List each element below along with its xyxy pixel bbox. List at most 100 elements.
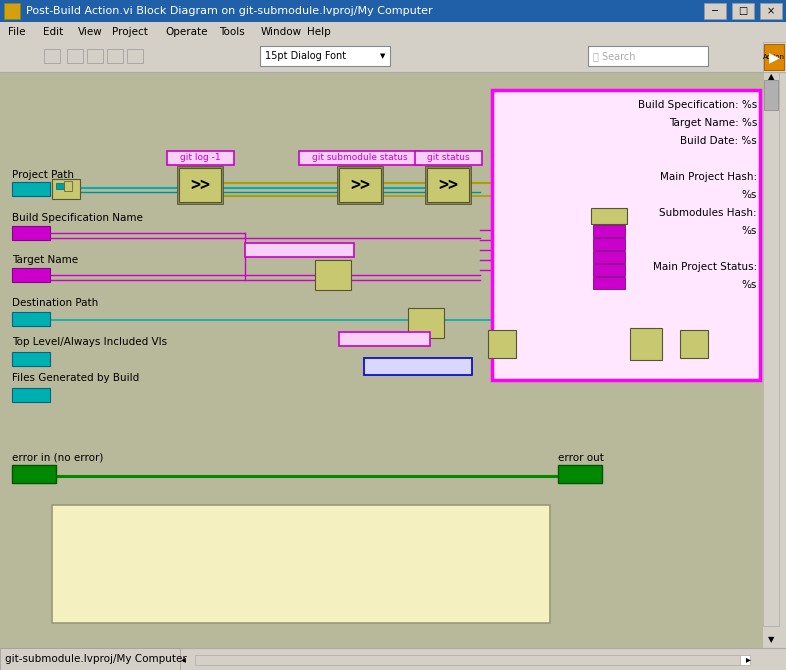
Bar (760, 3, 782, 19)
Text: fmt: fmt (419, 318, 433, 328)
Text: error in (no error): error in (no error) (12, 453, 104, 463)
Text: Top Level/Always Included VIs: Top Level/Always Included VIs (12, 337, 167, 347)
Text: ▸: ▸ (746, 654, 751, 664)
Text: 🔍 Search: 🔍 Search (593, 51, 636, 61)
Text: ▼: ▼ (380, 53, 386, 59)
Bar (12, 226, 50, 240)
Text: Operate: Operate (166, 27, 208, 37)
Bar (0, 42, 786, 72)
Text: Project Path: Project Path (12, 170, 74, 180)
Bar (179, 168, 221, 202)
Text: ◂: ◂ (181, 654, 185, 664)
Text: %s: %s (742, 190, 757, 200)
Text: Post-Build Action.vi Block Diagram on git-submodule.lvproj/My Computer: Post-Build Action.vi Block Diagram on gi… (26, 6, 432, 16)
Bar (630, 328, 662, 360)
Text: ***: *** (605, 228, 613, 234)
Text: %s: %s (742, 226, 757, 236)
Text: Build Specification Name: Build Specification Name (12, 213, 143, 223)
Bar (52, 179, 80, 199)
Text: abc: abc (604, 255, 614, 259)
Text: JAN
01
12:01: JAN 01 12:01 (324, 267, 343, 283)
Text: Build Specification: %s: Build Specification: %s (637, 100, 757, 110)
Bar (558, 465, 602, 483)
Bar (732, 3, 754, 19)
Text: git log -1: git log -1 (180, 153, 220, 163)
Bar (337, 166, 383, 204)
Text: Fa+: Fa+ (573, 470, 587, 478)
Text: %Y-%m-%d %H_%M_%S: %Y-%m-%d %H_%M_%S (244, 245, 354, 255)
Bar (245, 243, 354, 257)
Bar (364, 358, 472, 375)
Bar (12, 352, 50, 366)
Text: ▲: ▲ (768, 72, 774, 82)
Text: Target Name: Target Name (12, 255, 78, 265)
Bar (488, 330, 516, 358)
Bar (408, 308, 444, 338)
Text: abc: abc (24, 271, 38, 279)
Bar (177, 166, 223, 204)
Text: abc: abc (24, 228, 38, 237)
Text: %s: %s (742, 280, 757, 290)
Text: ×: × (767, 6, 775, 16)
Bar (593, 264, 625, 276)
Bar (763, 72, 779, 626)
Bar (44, 49, 60, 63)
Bar (680, 330, 708, 358)
Bar (764, 80, 778, 110)
Bar (0, 648, 180, 670)
Bar (764, 44, 784, 70)
Bar (260, 46, 390, 66)
Text: 15pt Dialog Font: 15pt Dialog Font (265, 51, 346, 61)
Text: >>: >> (350, 176, 370, 194)
Text: Main Project Status:: Main Project Status: (652, 262, 757, 272)
Bar (414, 151, 482, 165)
Text: Window: Window (260, 27, 301, 37)
Bar (339, 168, 381, 202)
Text: Use the supplied inputs to add code to the custom post-build action.

Do not mod: Use the supplied inputs to add code to t… (60, 515, 494, 560)
Bar (64, 181, 72, 191)
Bar (763, 42, 786, 72)
Bar (425, 166, 471, 204)
Text: Action: Action (763, 54, 785, 60)
Bar (56, 183, 64, 189)
Bar (12, 312, 50, 326)
Text: Build Date: %s: Build Date: %s (680, 136, 757, 146)
Bar (593, 251, 625, 263)
Bar (52, 505, 550, 623)
Text: git submodule status: git submodule status (312, 153, 408, 163)
Bar (315, 260, 351, 290)
Text: abc: abc (604, 267, 614, 273)
Bar (67, 49, 83, 63)
Text: Tools: Tools (219, 27, 245, 37)
Text: Project: Project (112, 27, 149, 37)
Text: ab
✎: ab ✎ (641, 334, 652, 354)
Bar (87, 49, 103, 63)
Bar (107, 49, 123, 63)
Text: ▼: ▼ (768, 636, 774, 645)
Bar (299, 151, 421, 165)
Bar (12, 388, 50, 402)
Text: git-submodule.lvproj/My Computer: git-submodule.lvproj/My Computer (5, 654, 187, 664)
Text: %s
%s: %s %s (606, 210, 612, 221)
Text: −: − (711, 6, 719, 16)
Text: >>: >> (438, 176, 458, 194)
Bar (0, 0, 786, 22)
Text: abc: abc (604, 281, 614, 285)
Bar (0, 72, 763, 648)
Bar (740, 655, 750, 665)
Text: ✕: ✕ (689, 339, 699, 349)
Bar (127, 49, 143, 63)
Bar (4, 3, 20, 19)
Bar (593, 225, 625, 237)
Text: □: □ (738, 6, 747, 16)
Text: Target Name: %s: Target Name: %s (669, 118, 757, 128)
Text: >>: >> (190, 176, 210, 194)
Text: Help: Help (307, 27, 331, 37)
Text: Submodules Hash:: Submodules Hash: (659, 208, 757, 218)
Bar (704, 3, 726, 19)
Bar (12, 268, 50, 282)
Bar (339, 332, 430, 346)
Bar (195, 655, 745, 665)
Bar (427, 168, 469, 202)
Text: ↔ replace or create: ↔ replace or create (368, 362, 456, 371)
